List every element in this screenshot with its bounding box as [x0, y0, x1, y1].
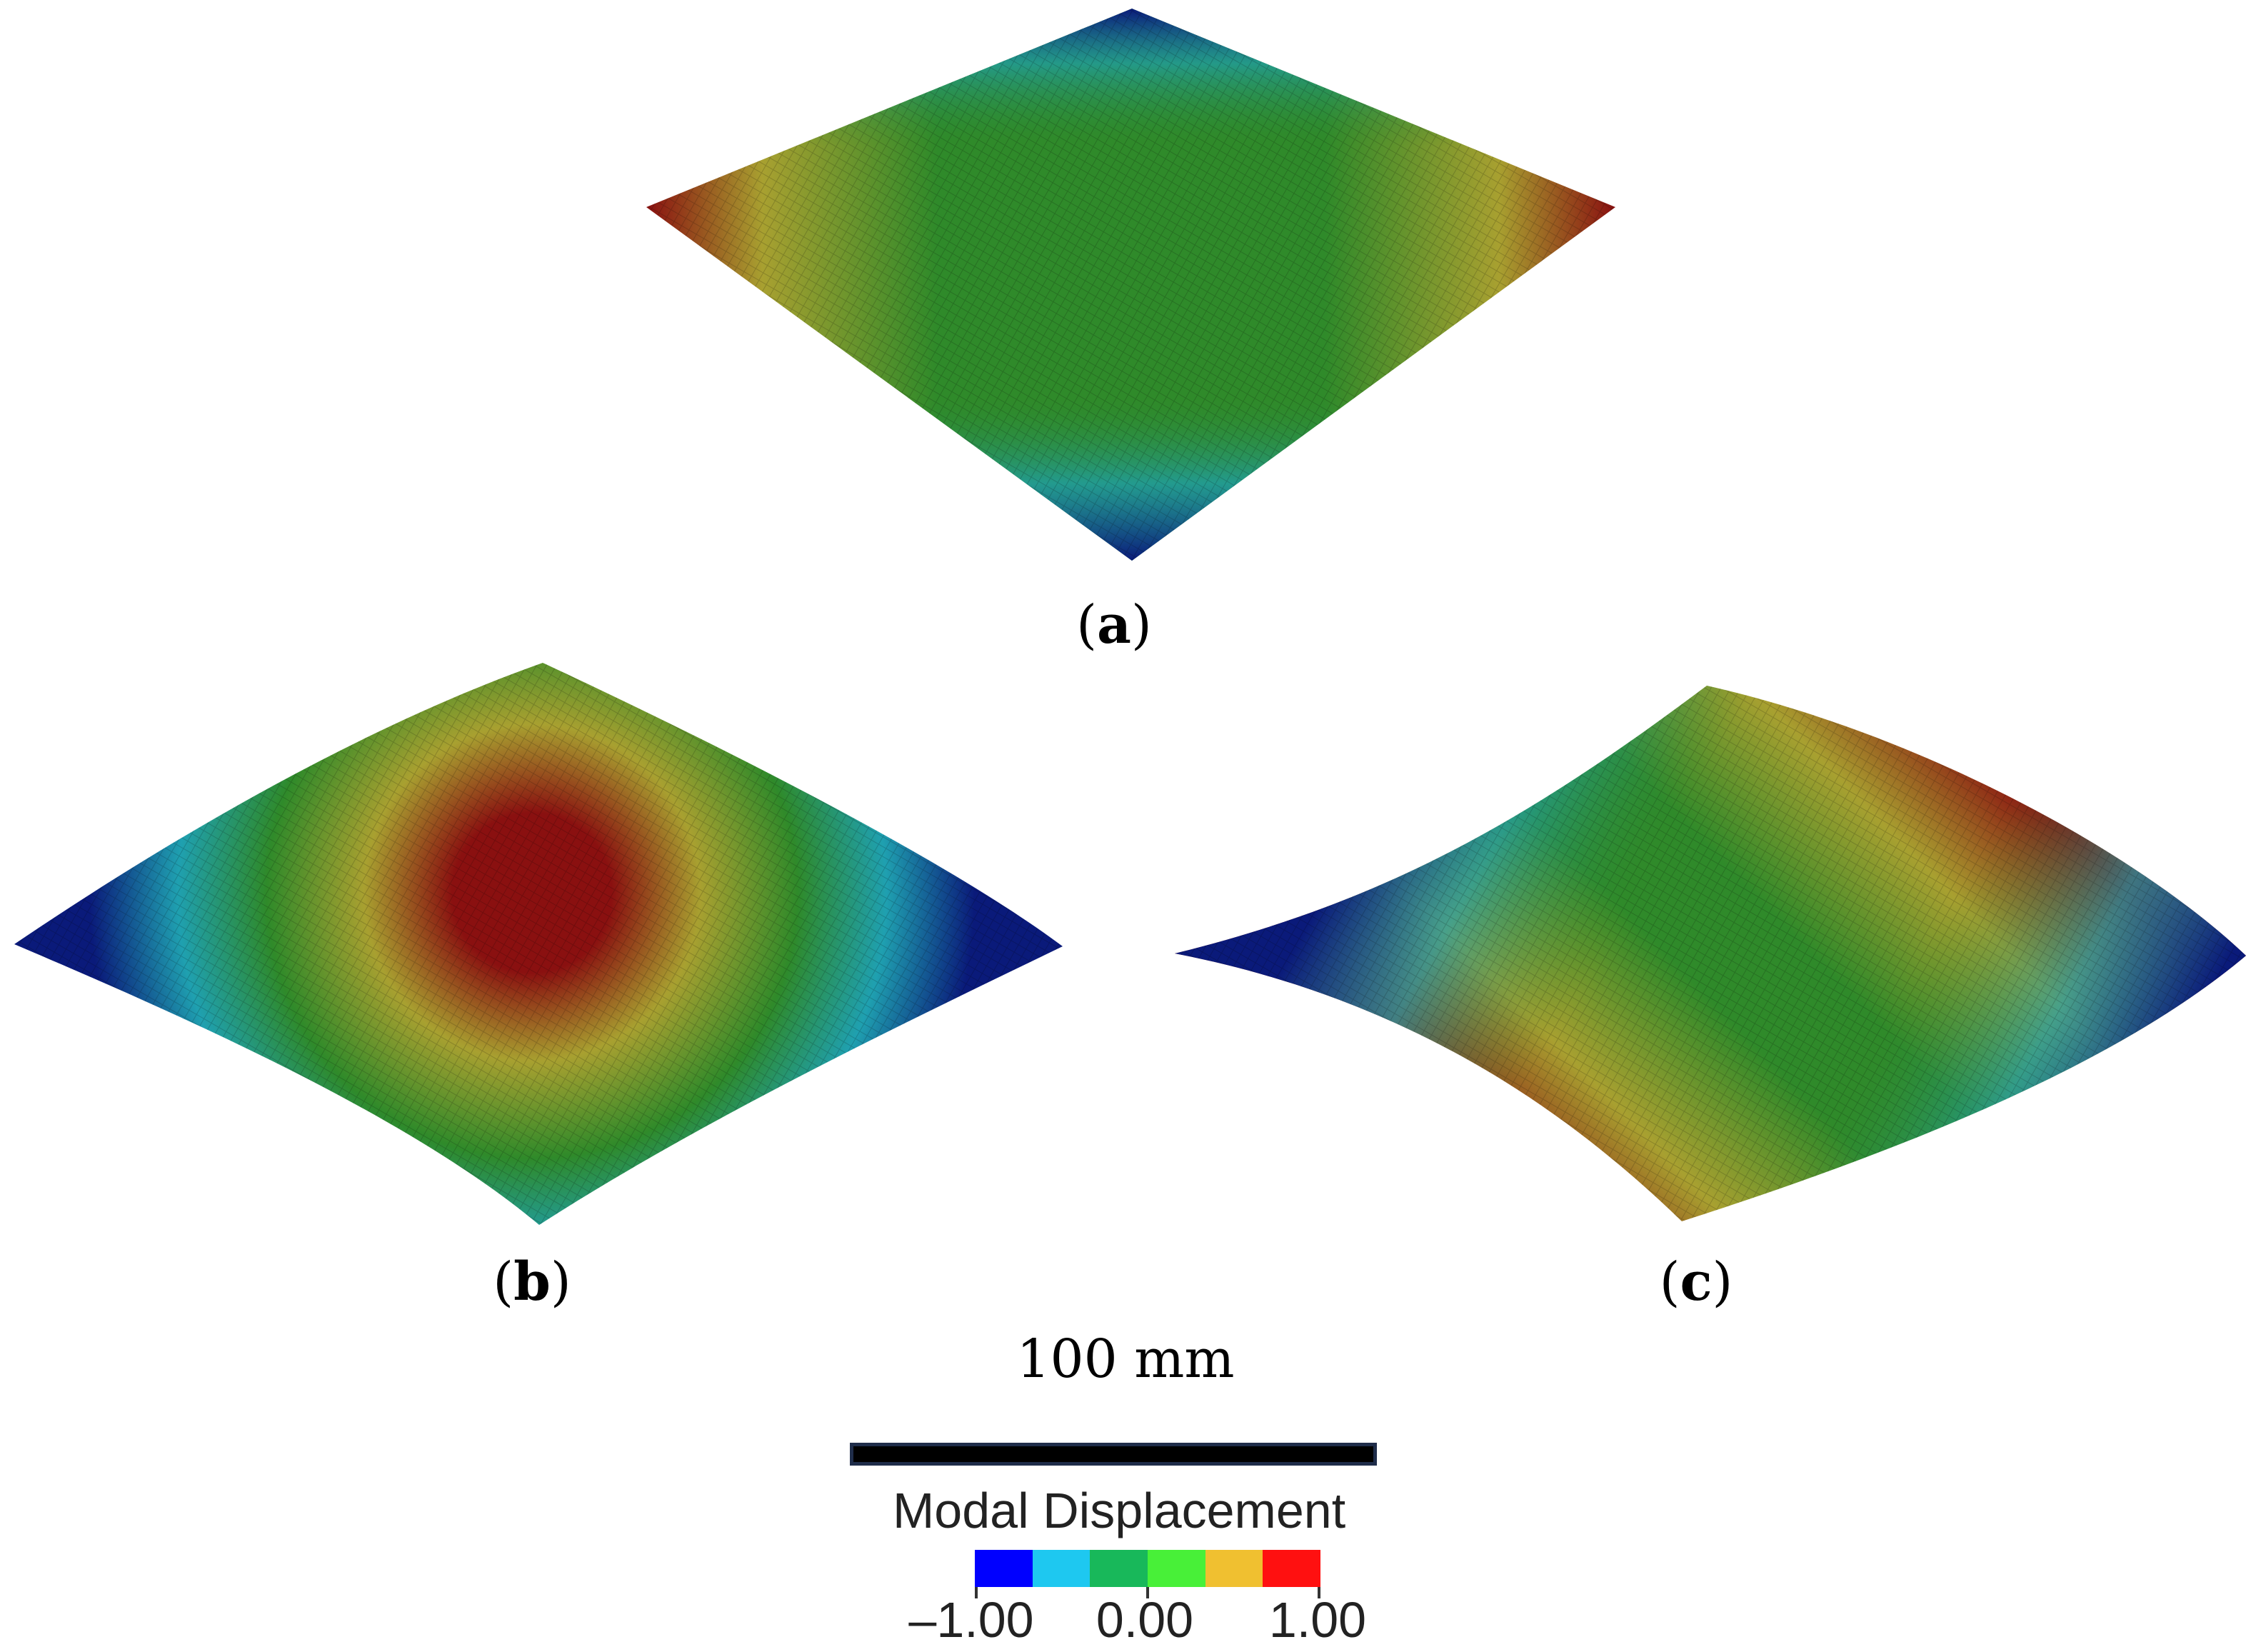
legend-color-segment [1263, 1550, 1321, 1587]
panel-a-label: (a) [1076, 594, 1152, 656]
legend-tick-max [1318, 1587, 1320, 1598]
legend-color-segment [975, 1550, 1033, 1587]
panel-b-label: (b) [493, 1251, 571, 1313]
legend-mid-value: 0.00 [1096, 1592, 1194, 1648]
panel-b-surface [14, 663, 1063, 1225]
panel-a-surface [646, 9, 1615, 561]
legend-color-segment [1032, 1550, 1091, 1587]
panel-c-label: (c) [1660, 1251, 1733, 1313]
legend-tick-mid [1146, 1587, 1149, 1598]
legend-title: Modal Displacement [893, 1483, 1346, 1538]
legend-color-segment [1205, 1550, 1263, 1587]
scale-bar [850, 1443, 1377, 1466]
legend-color-segment [1090, 1550, 1148, 1587]
legend-color-segment [1148, 1550, 1205, 1587]
panel-c-surface [1175, 686, 2246, 1221]
color-legend-bar [975, 1550, 1321, 1587]
scale-bar-label: 100 mm [1016, 1328, 1235, 1390]
legend-tick-min [975, 1587, 978, 1598]
legend-min-value: –1.00 [908, 1592, 1034, 1648]
legend-max-value: 1.00 [1268, 1592, 1367, 1648]
